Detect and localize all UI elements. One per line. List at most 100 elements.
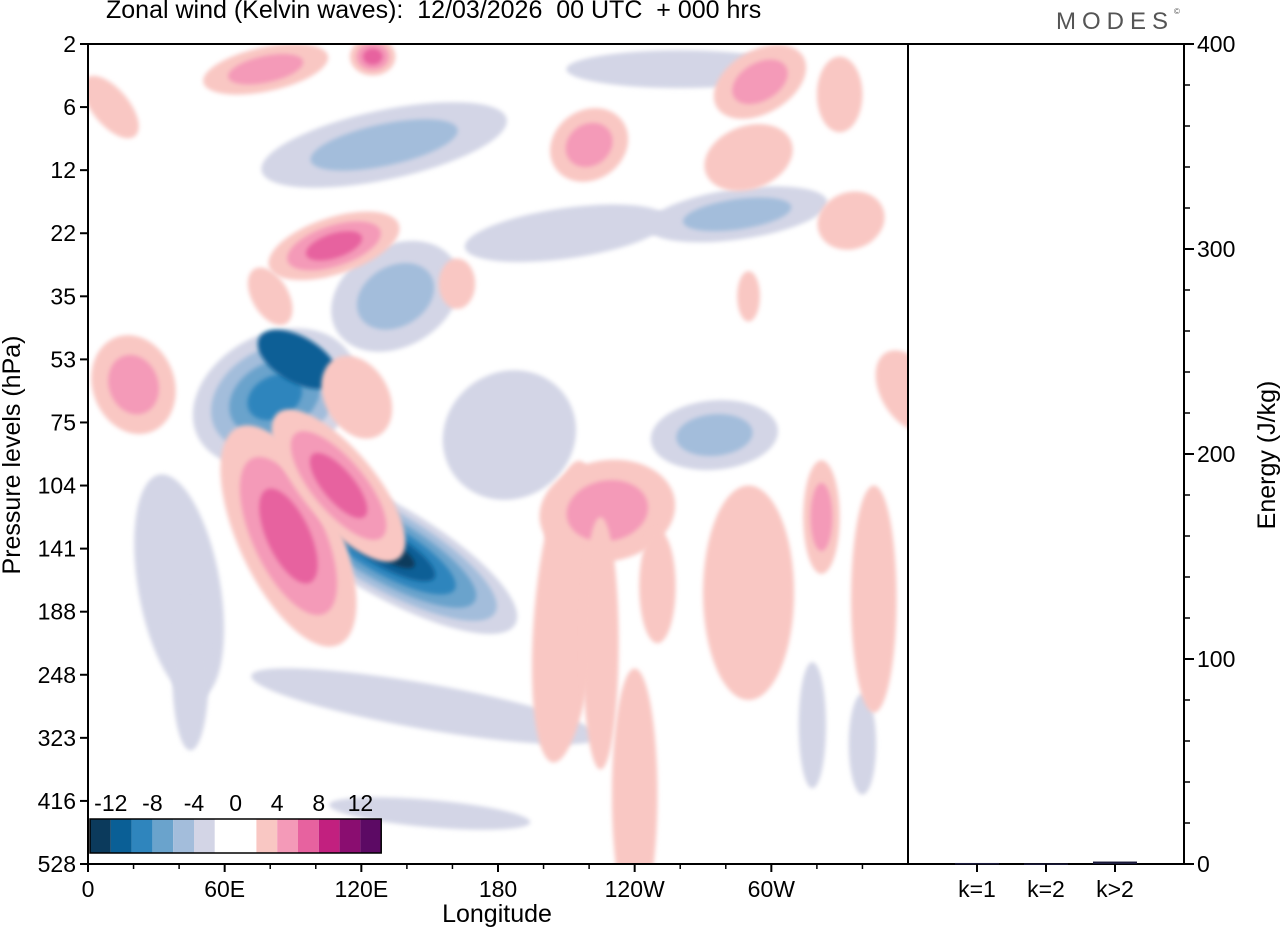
colorbar-swatch: [194, 819, 215, 853]
energy-tick-label: 0: [1197, 851, 1210, 877]
contour-patch: [810, 483, 833, 552]
x-tick-label: 60E: [204, 876, 245, 902]
contour-patch: [732, 59, 788, 105]
colorbar-swatch: [110, 819, 132, 853]
contour-patch: [565, 122, 613, 168]
contour-patch: [259, 488, 318, 584]
y-tick-label: 12: [50, 157, 76, 183]
colorbar-swatch: [318, 819, 340, 853]
logo-mark: ©: [1174, 7, 1180, 16]
axes: 0 60E 120E 180 120W 60W 2 6 12 22 35 53 75 104 141 188 2…: [38, 31, 1236, 902]
contour-patch: [682, 197, 792, 232]
energy-tick-label: 200: [1197, 441, 1235, 467]
energy-axis-label: Energy (J/kg): [1253, 381, 1280, 530]
x-tick-label: 180: [479, 876, 517, 902]
chart-title: Zonal wind (Kelvin waves): 12/03/2026 00…: [106, 0, 762, 24]
contour-patch: [851, 485, 897, 713]
contour-patch: [88, 75, 139, 139]
energy-bar: [955, 862, 999, 865]
contour-patch: [582, 517, 619, 770]
energy-tick-label: 400: [1197, 31, 1235, 57]
energy-bars: k=1 k=2 k>2: [955, 861, 1137, 902]
x-tick-label: 60W: [748, 876, 796, 902]
colorbar-swatch: [214, 819, 236, 853]
colorbar-swatch: [131, 819, 153, 853]
contour-patch: [816, 56, 863, 133]
contour-patch: [362, 48, 383, 65]
contour-patch: [321, 355, 393, 439]
modes-logo: MODES©: [1056, 7, 1180, 36]
colorbar-swatch: [277, 819, 298, 853]
contour-patch: [817, 191, 885, 250]
colorbar-label: 0: [229, 790, 242, 816]
y-tick-label: 528: [38, 851, 76, 877]
colorbar-border: [89, 818, 382, 854]
contour-patch: [566, 480, 649, 542]
contour-patch: [172, 599, 209, 751]
contour-patch: [848, 693, 877, 795]
y-tick-label: 35: [50, 283, 76, 309]
colorbar-swatch: [90, 819, 111, 853]
contour-patch: [309, 452, 368, 519]
contour-patch: [247, 267, 293, 326]
colorbar-label: 8: [312, 790, 325, 816]
contour-patch: [228, 54, 304, 85]
colorbar-swatch: [235, 819, 257, 853]
colorbar-swatch: [152, 819, 174, 853]
logo-text: MODES: [1056, 8, 1175, 35]
y-axis-label: Pressure levels (hPa): [0, 336, 26, 575]
contour-patch: [676, 414, 753, 457]
contour-patch: [464, 204, 668, 263]
contour-patch: [703, 485, 795, 700]
colorbar-swatch: [173, 819, 194, 853]
y-tick-label: 53: [50, 346, 76, 372]
y-tick-label: 188: [38, 599, 76, 625]
contour-patch: [798, 662, 826, 789]
y-tick-label: 22: [50, 220, 76, 246]
y-tick-label: 248: [38, 662, 76, 688]
energy-plot-frame: [907, 43, 1185, 865]
colorbar-label: 4: [271, 790, 284, 816]
contour-patch: [310, 119, 458, 171]
contour-patch: [251, 668, 600, 745]
colorbar-label: -8: [142, 790, 162, 816]
contour-patch: [611, 668, 658, 864]
colorbar-swatch: [339, 819, 361, 853]
contour-patch: [438, 258, 476, 309]
contour-patch: [356, 263, 435, 330]
y-tick-label: 323: [38, 725, 76, 751]
contour-patch: [875, 350, 908, 432]
y-tick-label: 141: [38, 536, 76, 562]
x-tick-label: 120W: [605, 876, 665, 902]
x-tick-label: 120E: [334, 876, 388, 902]
energy-category-label: k=2: [1027, 876, 1065, 902]
contour-patch: [305, 231, 363, 261]
colorbar-swatch: [298, 819, 319, 853]
contour-patch: [704, 124, 793, 192]
colorbar-label: 12: [348, 790, 374, 816]
y-tick-label: 104: [38, 473, 77, 499]
energy-tick-label: 100: [1197, 646, 1235, 672]
colorbar-label: -12: [94, 790, 127, 816]
colorbar-swatch: [360, 819, 382, 853]
energy-tick-label: 300: [1197, 236, 1235, 262]
x-tick-label: 0: [82, 876, 95, 902]
y-tick-label: 416: [38, 788, 76, 814]
contour-patch: [247, 374, 303, 421]
x-axis-label: Longitude: [442, 900, 552, 928]
contour-patch: [257, 329, 338, 389]
y-tick-label: 75: [50, 409, 76, 435]
contour-patch: [442, 370, 577, 500]
contour-patch: [737, 271, 760, 322]
y-tick-label: 6: [63, 94, 76, 120]
y-tick-label: 2: [63, 31, 76, 57]
colorbar: -12 -8 -4 0 4 8 12: [89, 790, 382, 854]
colorbar-swatch: [256, 819, 278, 853]
energy-bar: [1093, 861, 1137, 864]
colorbar-label: -4: [184, 790, 205, 816]
contour-patch: [639, 529, 676, 644]
energy-category-label: k=1: [958, 876, 996, 902]
contour-patch: [108, 354, 159, 415]
